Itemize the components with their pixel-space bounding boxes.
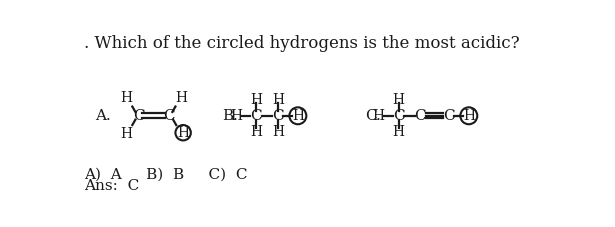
Text: H: H: [463, 109, 475, 123]
Text: H: H: [373, 109, 385, 123]
Text: C: C: [272, 109, 284, 123]
Text: H: H: [272, 93, 284, 107]
Text: H: H: [230, 109, 242, 123]
Text: H: H: [120, 91, 132, 105]
Text: C: C: [133, 109, 145, 123]
Text: H: H: [393, 93, 405, 107]
Text: H: H: [250, 125, 262, 139]
Text: C: C: [443, 109, 454, 123]
Text: H: H: [250, 93, 262, 107]
Text: B.: B.: [223, 109, 238, 123]
Text: C: C: [393, 109, 405, 123]
Text: C: C: [250, 109, 262, 123]
Text: H: H: [176, 91, 188, 105]
Text: Ans:  C: Ans: C: [84, 179, 139, 193]
Text: A)  A     B)  B     C)  C: A) A B) B C) C: [84, 168, 247, 182]
Text: H: H: [393, 125, 405, 139]
Text: H: H: [292, 109, 304, 123]
Text: A.: A.: [95, 109, 111, 123]
Text: . Which of the circled hydrogens is the most acidic?: . Which of the circled hydrogens is the …: [84, 35, 520, 52]
Text: C.: C.: [365, 109, 381, 123]
Text: H: H: [272, 125, 284, 139]
Text: H: H: [177, 126, 189, 140]
Text: H: H: [120, 126, 132, 141]
Text: C: C: [164, 109, 175, 123]
Text: C: C: [415, 109, 426, 123]
